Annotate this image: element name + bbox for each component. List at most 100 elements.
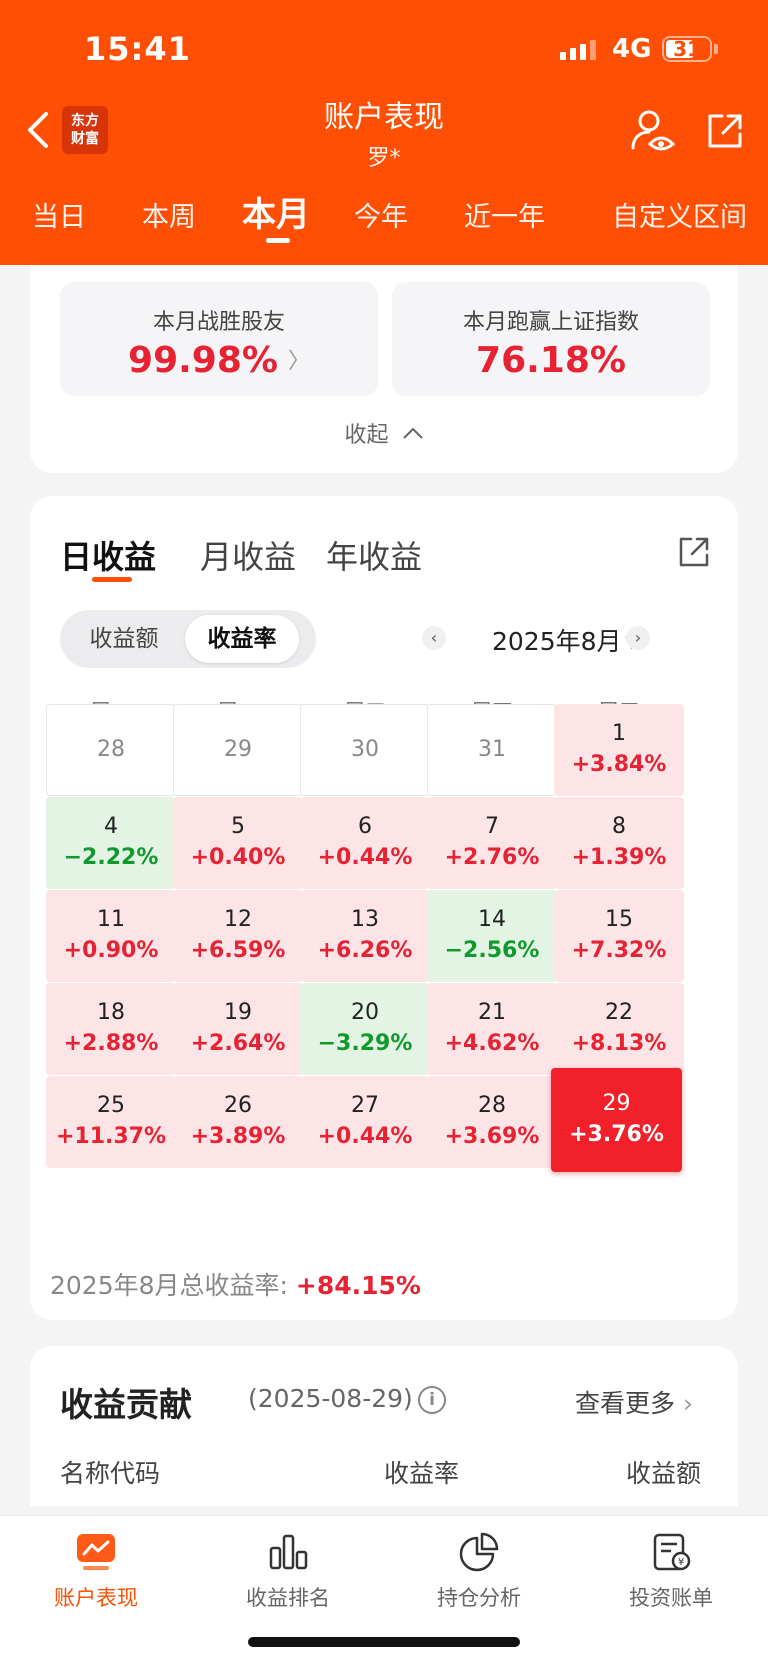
col-header-name: 名称代码 xyxy=(60,1459,161,1488)
day-number: 22 xyxy=(605,1000,633,1025)
chart-trend-icon xyxy=(77,1534,115,1570)
calendar-day-cell[interactable]: 11 +0.90% xyxy=(46,890,176,982)
day-number: 19 xyxy=(224,1000,252,1025)
day-return-rate: +7.32% xyxy=(571,938,667,963)
calendar-day-cell[interactable]: 12 +6.59% xyxy=(173,890,303,982)
prev-month-button[interactable]: ‹ xyxy=(422,626,446,650)
tab-custom-range[interactable]: 自定义区间 xyxy=(612,202,747,233)
tabbar-label: 账户表现 xyxy=(54,1586,138,1610)
beat-peers-value: 99.98% xyxy=(128,340,278,381)
calendar-day-cell[interactable]: 22 +8.13% xyxy=(554,983,684,1075)
day-number: 1 xyxy=(612,721,626,746)
tabbar-holdings-analysis[interactable]: 持仓分析 xyxy=(404,1530,554,1612)
calendar-day-cell[interactable]: 18 +2.88% xyxy=(46,983,176,1075)
returns-tab-indicator xyxy=(92,577,132,582)
calendar-day-cell[interactable]: 5 +0.40% xyxy=(173,797,303,889)
toggle-rate[interactable]: 收益率 xyxy=(185,615,299,663)
day-number: 14 xyxy=(478,907,506,932)
calendar-day-cell[interactable]: 6 +0.44% xyxy=(300,797,430,889)
calendar-day-cell[interactable]: 14 −2.56% xyxy=(427,890,557,982)
calendar-day-cell[interactable]: 30 xyxy=(300,704,430,796)
day-number: 28 xyxy=(478,1093,506,1118)
status-time: 15:41 xyxy=(84,30,191,68)
chevron-right-icon: 〉 xyxy=(287,349,310,374)
calendar-day-cell[interactable]: 26 +3.89% xyxy=(173,1076,303,1168)
calendar-day-cell[interactable]: 27 +0.44% xyxy=(300,1076,430,1168)
returns-calendar-card: 日收益 月收益 年收益 收益额 收益率 ‹ 2025年8月▼ › 周一 周二 周… xyxy=(30,496,738,1320)
tab-last-year[interactable]: 近一年 xyxy=(464,202,545,233)
svg-text:¥: ¥ xyxy=(678,1557,684,1568)
day-return-rate: +1.39% xyxy=(571,845,667,870)
beat-peers-label: 本月战胜股友 xyxy=(152,310,285,335)
beat-peers-stat[interactable]: 本月战胜股友 99.98% 〉 xyxy=(60,282,378,396)
amount-rate-toggle: 收益额 收益率 xyxy=(60,610,316,668)
month-selector[interactable]: 2025年8月▼ xyxy=(492,622,638,658)
calendar-day-cell[interactable]: 28 xyxy=(46,704,176,796)
day-number: 25 xyxy=(97,1093,125,1118)
tab-daily-returns[interactable]: 日收益 xyxy=(60,538,157,576)
calendar-day-cell[interactable]: 29 xyxy=(173,704,303,796)
tab-monthly-returns[interactable]: 月收益 xyxy=(200,538,297,576)
day-return-rate: +4.62% xyxy=(444,1031,540,1056)
summary-card: 本月战胜股友 99.98% 〉 本月跑赢上证指数 76.18% 收起 xyxy=(30,265,738,473)
tabbar-return-ranking[interactable]: 收益排名 xyxy=(213,1530,363,1612)
tab-this-week[interactable]: 本周 xyxy=(142,202,196,233)
view-more-link[interactable]: 查看更多 › xyxy=(575,1384,693,1420)
calendar-day-cell[interactable]: 7 +2.76% xyxy=(427,797,557,889)
header: 15:41 4G 31 东方 财富 账户表现 罗* 当日 本周 本月 今年 近一… xyxy=(0,0,768,265)
month-total-label: 2025年8月总收益率: xyxy=(50,1271,288,1300)
collapse-button[interactable]: 收起 xyxy=(30,417,738,449)
page-title: 账户表现 xyxy=(324,100,444,135)
day-return-rate: −2.22% xyxy=(63,845,159,870)
calendar-day-cell[interactable]: 1 +3.84% xyxy=(554,704,684,796)
col-header-amount: 收益额 xyxy=(626,1459,702,1488)
tab-today[interactable]: 当日 xyxy=(32,202,86,233)
calendar-day-cell[interactable]: 21 +4.62% xyxy=(427,983,557,1075)
back-arrow-icon[interactable] xyxy=(24,110,54,150)
calendar-day-cell[interactable]: 8 +1.39% xyxy=(554,797,684,889)
day-number: 21 xyxy=(478,1000,506,1025)
brand-logo: 东方 财富 xyxy=(62,106,108,154)
privacy-eye-icon[interactable] xyxy=(630,108,676,154)
period-tabs: 当日 本周 本月 今年 近一年 自定义区间 xyxy=(0,185,768,245)
day-return-rate: +0.90% xyxy=(63,938,159,963)
day-return-rate: −2.56% xyxy=(444,938,540,963)
day-return-rate: +2.88% xyxy=(63,1031,159,1056)
day-number: 15 xyxy=(605,907,633,932)
chevron-right-icon: › xyxy=(683,1389,694,1418)
toggle-amount[interactable]: 收益额 xyxy=(89,626,159,652)
day-number: 28 xyxy=(97,737,125,762)
calendar-day-cell[interactable]: 29 +3.76% xyxy=(551,1068,682,1172)
day-return-rate: +2.76% xyxy=(444,845,540,870)
day-number: 5 xyxy=(231,814,245,839)
calendar-day-cell[interactable]: 15 +7.32% xyxy=(554,890,684,982)
day-return-rate: +0.40% xyxy=(190,845,286,870)
calendar-day-cell[interactable]: 28 +3.69% xyxy=(427,1076,557,1168)
tabbar-investment-statement[interactable]: ¥ 投资账单 xyxy=(596,1530,746,1612)
tab-this-month[interactable]: 本月 xyxy=(242,195,310,235)
calendar-day-cell[interactable]: 31 xyxy=(427,704,557,796)
day-number: 29 xyxy=(602,1091,631,1116)
calendar-day-cell[interactable]: 25 +11.37% xyxy=(46,1076,176,1168)
day-return-rate: +0.44% xyxy=(317,1124,413,1149)
tabbar-account-performance[interactable]: 账户表现 xyxy=(21,1530,171,1612)
calendar-day-cell[interactable]: 4 −2.22% xyxy=(46,797,176,889)
next-month-button[interactable]: › xyxy=(626,626,650,650)
day-return-rate: +3.84% xyxy=(571,752,667,777)
beat-index-label: 本月跑赢上证指数 xyxy=(462,310,639,335)
calendar-day-cell[interactable]: 13 +6.26% xyxy=(300,890,430,982)
tab-this-year[interactable]: 今年 xyxy=(354,202,408,233)
day-number: 4 xyxy=(104,814,118,839)
contribution-card: 收益贡献 (2025-08-29) i 查看更多 › 名称代码 收益率 收益额 xyxy=(30,1346,738,1506)
bill-icon: ¥ xyxy=(653,1533,691,1571)
day-return-rate: +0.44% xyxy=(317,845,413,870)
calendar-day-cell[interactable]: 20 −3.29% xyxy=(300,983,430,1075)
info-icon[interactable]: i xyxy=(418,1386,446,1414)
calendar-day-cell[interactable]: 19 +2.64% xyxy=(173,983,303,1075)
collapse-label: 收起 xyxy=(344,423,389,448)
day-return-rate: +6.59% xyxy=(190,938,286,963)
share-icon[interactable] xyxy=(676,534,712,570)
share-icon[interactable] xyxy=(704,110,746,152)
day-return-rate: +8.13% xyxy=(571,1031,667,1056)
tab-yearly-returns[interactable]: 年收益 xyxy=(326,538,423,576)
